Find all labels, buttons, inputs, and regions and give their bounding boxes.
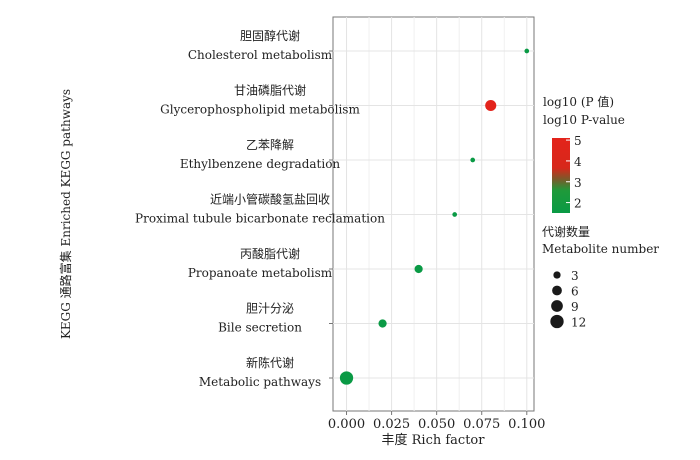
data-point [452,212,458,217]
color-bar-tick-label: 4 [574,155,582,169]
y-tick-label-en: Bile secretion [218,321,302,335]
y-tick-label-zh: 近端小管碳酸氢盐回收 [210,192,330,207]
color-legend-title-zh: log10 (P 值) [543,94,614,109]
size-legend-title-en: Metabolite number [542,242,659,256]
y-tick-label-en: Metabolic pathways [199,375,321,389]
size-legend-dot [553,271,561,279]
size-legend-title-zh: 代谢数量 [542,224,590,239]
data-point [339,371,354,385]
color-bar-tick-label: 3 [574,176,582,190]
y-tick-label-en: Proximal tubule bicarbonate reclamation [135,212,385,226]
y-tick-label-zh: 乙苯降解 [246,138,294,152]
size-legend-dot [551,300,563,312]
size-legend-label: 3 [571,269,579,283]
color-bar [552,138,570,213]
data-point [470,157,476,163]
x-tick-label: 0.050 [418,417,455,432]
data-point [414,264,423,274]
size-legend-label: 12 [571,316,586,330]
y-tick-label-zh: 甘油磷脂代谢 [234,83,306,98]
y-tick-label-zh: 新陈代谢 [246,355,294,370]
data-point [378,319,387,328]
x-axis-label: 丰度 Rich factor [382,432,486,448]
x-tick-label: 0.000 [328,417,365,432]
size-legend-dot [550,314,564,329]
color-bar-tick-label: 5 [574,134,582,148]
y-tick-label-en: Glycerophospholipid metabolism [160,103,360,117]
y-tick-label-zh: 胆固醇代谢 [240,28,300,43]
size-legend-label: 9 [571,300,579,314]
y-tick-label-en: Ethylbenzene degradation [180,157,341,171]
x-tick-label: 0.025 [373,417,410,432]
size-legend-label: 6 [571,285,579,299]
x-tick-label: 0.075 [463,417,500,432]
y-tick-label-en: Propanoate metabolism [188,266,333,280]
color-legend-title-en: log10 P-value [543,113,625,127]
x-tick-label: 0.100 [508,417,545,432]
color-bar-tick-label: 2 [574,197,582,211]
size-legend-dot [552,285,562,296]
y-tick-label-zh: 丙酸脂代谢 [240,246,300,261]
data-point [485,99,497,112]
y-tick-label-zh: 胆汁分泌 [246,302,294,316]
data-point [524,48,530,54]
y-axis-label: KEGG 通路富集 Enriched KEGG pathways [58,89,73,339]
y-tick-label-en: Cholesterol metabolism [188,48,333,62]
